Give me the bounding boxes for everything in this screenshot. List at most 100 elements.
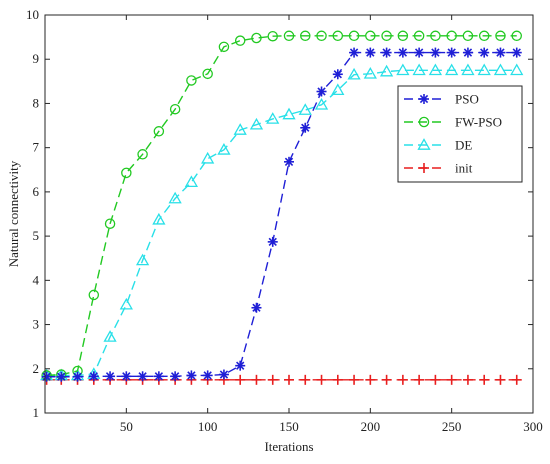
marker-triangle [493,63,508,76]
data-point-de [363,66,377,79]
data-point-pso [430,47,441,58]
marker-triangle [510,63,524,76]
data-point-pso [365,47,376,58]
data-point-de [249,117,264,130]
data-point-pso [381,47,392,58]
x-axis-title: Iterations [264,439,313,454]
data-point-init [397,374,408,385]
data-point-pso [153,371,164,382]
data-point-pso [284,156,294,167]
marker-circle [365,30,376,42]
data-point-init [332,374,343,385]
data-point-de [493,63,508,76]
data-point-pso [105,371,116,382]
data-point-init [251,374,262,385]
data-point-pso [251,302,262,313]
marker-triangle [428,63,443,76]
marker-circle [202,68,213,80]
y-tick-label: 6 [33,184,40,199]
y-tick-label: 5 [33,228,40,243]
data-point-fw-pso [186,75,197,86]
data-point-init [316,374,327,385]
data-point-pso [218,369,229,380]
data-point-de [445,63,459,76]
x-tick-label: 50 [120,419,133,434]
data-point-fw-pso [169,103,181,115]
data-point-init [267,374,278,385]
legend-swatch-marker [417,138,431,150]
marker-stroke [170,372,180,381]
marker-triangle [461,63,475,76]
data-point-pso [511,47,522,58]
data-point-de [461,63,475,76]
marker-circle [381,30,392,42]
marker-circle [348,30,360,42]
data-point-pso [170,371,181,382]
marker-circle [418,116,430,128]
marker-triangle [314,97,329,110]
data-point-pso [88,371,99,382]
data-point-pso [121,371,132,382]
data-point-pso [349,47,360,58]
marker-triangle [168,191,182,204]
data-point-fw-pso [251,32,262,44]
data-point-de [217,143,231,155]
marker-triangle [363,66,377,79]
data-point-de [379,64,394,77]
data-point-de [168,191,182,204]
data-point-de [201,151,215,164]
data-point-de [233,123,247,135]
data-point-de [412,63,426,76]
marker-stroke [73,372,82,381]
marker-triangle [266,112,280,124]
data-point-pso [462,47,473,58]
data-point-de [298,103,312,115]
data-point-fw-pso [316,30,327,42]
marker-stroke [154,372,164,381]
marker-stroke [414,48,424,57]
marker-stroke [366,48,375,57]
series-pso [41,47,522,382]
marker-stroke [236,361,245,370]
data-point-de [266,112,280,124]
data-point-init [479,374,490,385]
data-point-init [430,374,441,385]
data-point-init [349,374,360,385]
marker-triangle [184,175,199,188]
marker-stroke [57,372,66,381]
data-point-de [428,63,443,76]
data-point-fw-pso [267,30,278,42]
marker-circle [283,30,295,42]
marker-triangle [282,107,296,120]
data-point-init [495,374,506,385]
data-point-init [446,374,457,385]
marker-stroke [268,237,277,247]
data-point-fw-pso [397,30,409,42]
data-point-pso [316,86,327,97]
legend-item-de: DE [404,138,472,153]
marker-stroke [42,372,51,381]
marker-triangle [379,64,394,77]
legend-label: init [455,161,473,176]
marker-triangle [152,212,166,225]
marker-stroke [301,123,310,132]
marker-circle [88,289,100,301]
x-tick-label: 250 [442,419,462,434]
data-point-fw-pso [121,167,132,179]
data-point-fw-pso [478,30,490,42]
data-point-init [462,374,473,385]
data-point-init [300,374,311,385]
marker-circle [218,41,230,53]
data-point-init [235,374,246,385]
data-point-fw-pso [511,30,522,42]
marker-circle [251,32,262,44]
data-point-pso [41,371,52,382]
marker-circle [478,30,490,42]
marker-triangle [201,151,215,164]
marker-stroke [219,370,229,379]
data-point-init [365,374,376,385]
data-point-pso [267,236,278,247]
legend-swatch-marker [419,163,429,173]
marker-stroke [333,70,342,79]
plot-area [45,15,533,413]
